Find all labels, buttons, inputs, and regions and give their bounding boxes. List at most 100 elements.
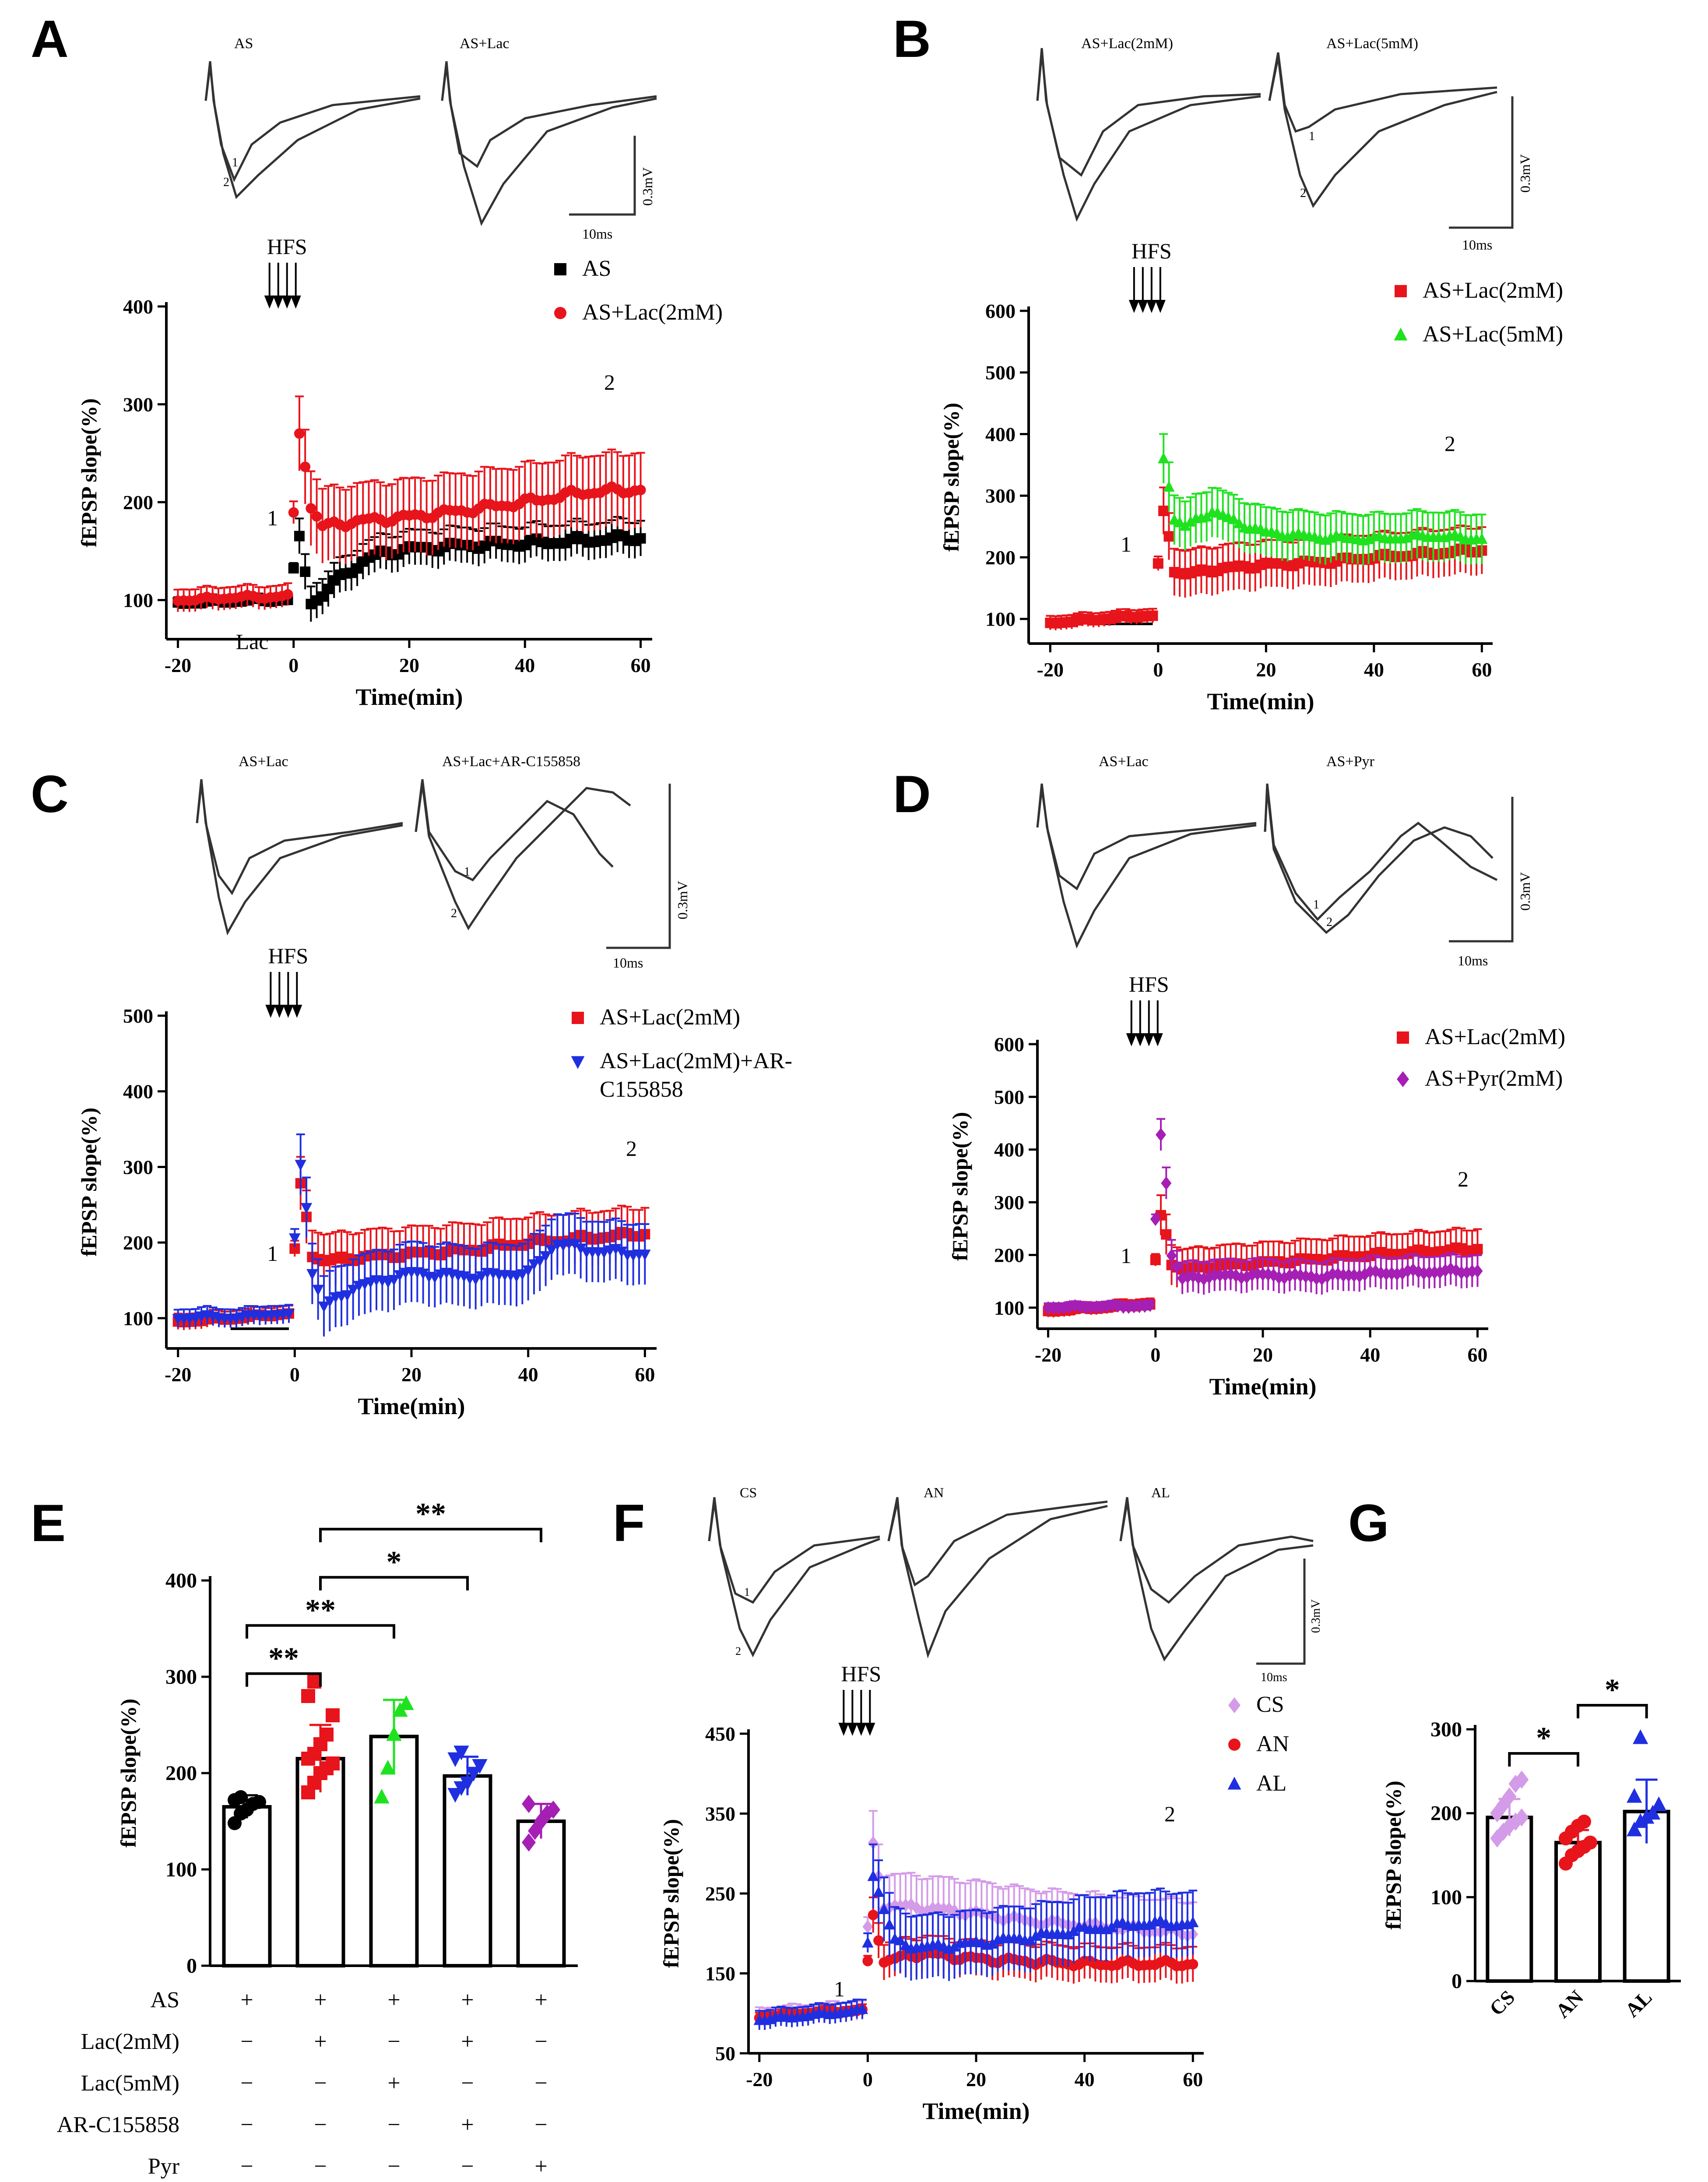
marker-2-a: 2 bbox=[604, 370, 615, 394]
bar-point-e-1-9 bbox=[326, 1708, 340, 1722]
scale-time-b: 10ms bbox=[1462, 237, 1492, 253]
y-axis-label-f: fEPSP slope(%) bbox=[659, 1819, 683, 1968]
legend-marker-f-0 bbox=[1228, 1697, 1241, 1714]
point-f-2-2 bbox=[872, 1886, 885, 1897]
hfs-label-d: HFS bbox=[1129, 972, 1169, 996]
point-b-1-1 bbox=[1157, 452, 1170, 464]
y-tick-label-d-2: 300 bbox=[994, 1191, 1024, 1214]
trace-f-1b bbox=[708, 1501, 880, 1658]
bar-point-g-0-4 bbox=[1515, 1808, 1529, 1827]
legend-label-d-0: AS+Lac(2mM) bbox=[1425, 1024, 1565, 1049]
y-tick-label-e-4: 400 bbox=[165, 1569, 197, 1592]
panel-letter-b: B bbox=[893, 10, 931, 68]
trace-mark-c-1: 1 bbox=[464, 865, 470, 879]
y-tick-label-b-3: 400 bbox=[985, 423, 1016, 445]
bar-point-g-1-4 bbox=[1583, 1835, 1597, 1850]
point-a-1-2 bbox=[300, 461, 311, 472]
y-axis-label-e: fEPSP slope(%) bbox=[116, 1699, 141, 1848]
x-tick-label-d-1: 0 bbox=[1150, 1344, 1160, 1366]
legend-label-f-2: AL bbox=[1256, 1771, 1286, 1796]
scale-voltage-f: 0.3mV bbox=[1309, 1599, 1323, 1633]
condition-cell-e-0-2: + bbox=[387, 1988, 400, 2013]
hfs-arrow-head-b-3 bbox=[1155, 300, 1166, 313]
point-a-0-0 bbox=[288, 563, 299, 574]
point-d-1-1 bbox=[1156, 1128, 1167, 1142]
point-f-0-9 bbox=[911, 1900, 922, 1915]
trace-f-3b bbox=[1119, 1501, 1314, 1662]
bar-point-e-2-4 bbox=[398, 1695, 414, 1710]
marker-1-c: 1 bbox=[267, 1241, 278, 1266]
bar-e-0 bbox=[222, 1805, 272, 1967]
y-tick-label-c-4: 500 bbox=[123, 1005, 153, 1027]
hfs-arrow-head-f-0 bbox=[838, 1723, 849, 1736]
legend-label-c-1: AS+Lac(2mM)+AR- bbox=[600, 1049, 792, 1073]
point-f-2-38 bbox=[1068, 1925, 1080, 1936]
bar-point-g-0-3 bbox=[1508, 1812, 1523, 1831]
trace-a-left-2 bbox=[204, 65, 421, 199]
point-d-1-20 bbox=[1258, 1267, 1268, 1281]
point-f-2-45 bbox=[1106, 1921, 1118, 1932]
trace-f-2a bbox=[887, 1497, 1108, 1587]
trace-mark-b-2: 2 bbox=[1300, 187, 1306, 200]
bar-point-g-0-9 bbox=[1515, 1770, 1529, 1789]
trace-label-c-1: AS+Lac bbox=[239, 753, 288, 770]
point-c-1-31 bbox=[470, 1274, 481, 1286]
trace-mark-d-1: 1 bbox=[1313, 898, 1319, 912]
sig-label-e-0: ** bbox=[268, 1642, 299, 1675]
bar-point-e-0-4 bbox=[252, 1795, 266, 1809]
x-tick-label-a-3: 40 bbox=[515, 654, 535, 676]
traces-a: AS AS+Lac 1 2 0.3mV 10ms bbox=[204, 35, 657, 242]
legend-marker-b-1 bbox=[1394, 327, 1408, 341]
point-b-1-14 bbox=[1228, 513, 1240, 524]
point-a-1-1 bbox=[294, 428, 305, 439]
condition-cell-e-4-1: − bbox=[314, 2154, 327, 2179]
legend-label-f-1: AN bbox=[1256, 1732, 1289, 1756]
trace-mark-b-1: 1 bbox=[1309, 130, 1315, 143]
trace-c-left-1 bbox=[196, 779, 403, 895]
point-d-0-60 bbox=[1472, 1244, 1483, 1255]
point-b-1-2 bbox=[1163, 480, 1175, 492]
y-tick-label-d-0: 100 bbox=[994, 1297, 1024, 1319]
x-tick-label-d-2: 20 bbox=[1253, 1344, 1273, 1366]
trace-label-f-3: AL bbox=[1151, 1485, 1170, 1500]
x-tick-label-c-0: -20 bbox=[165, 1363, 191, 1386]
point-c-1-56 bbox=[615, 1246, 628, 1258]
point-d-1-3 bbox=[1166, 1249, 1177, 1263]
trace-b-right-1 bbox=[1268, 52, 1497, 133]
point-d-1-0 bbox=[1150, 1212, 1161, 1226]
y-tick-label-b-1: 200 bbox=[985, 546, 1016, 569]
hfs-arrow-head-b-2 bbox=[1146, 300, 1157, 313]
bar-point-e-0-6 bbox=[234, 1790, 248, 1804]
trace-d-left-1 bbox=[1036, 783, 1257, 890]
x-tick-label-f-3: 40 bbox=[1075, 2068, 1095, 2090]
point-f-2-30 bbox=[1024, 1934, 1037, 1945]
condition-cell-e-4-2: − bbox=[387, 2154, 400, 2179]
condition-cell-e-4-0: − bbox=[240, 2154, 253, 2179]
condition-cell-e-3-3: + bbox=[461, 2112, 474, 2137]
y-tick-label-a-0: 100 bbox=[123, 589, 153, 612]
point-c-1-41 bbox=[528, 1259, 540, 1270]
chart-d: 100 200 300 400 500 600 -20 0 20 40 60 Time(min) fEP… bbox=[948, 972, 1565, 1400]
point-b-1-6 bbox=[1184, 515, 1196, 527]
hfs-arrow-head-a-0 bbox=[264, 296, 275, 309]
point-c-1-5 bbox=[318, 1301, 330, 1313]
point-b-1-15 bbox=[1233, 517, 1245, 528]
x-axis-label-a: Time(min) bbox=[356, 684, 463, 710]
legend-label-b-0: AS+Lac(2mM) bbox=[1423, 278, 1563, 303]
series-d-1 bbox=[1043, 1118, 1483, 1315]
condition-cell-e-0-0: + bbox=[240, 1988, 253, 2013]
x-tick-label-c-3: 40 bbox=[518, 1363, 538, 1386]
y-tick-label-d-1: 200 bbox=[994, 1244, 1024, 1266]
bar-point-e-4-0 bbox=[522, 1833, 536, 1852]
legend-marker-c-1 bbox=[571, 1056, 585, 1069]
trace-c-right-1 bbox=[415, 779, 614, 882]
x-tick-label-b-1: 0 bbox=[1153, 658, 1163, 681]
x-tick-label-b-4: 60 bbox=[1472, 658, 1492, 681]
point-b-0--1 bbox=[1147, 610, 1158, 621]
bar-point-g-2-2 bbox=[1639, 1809, 1655, 1824]
trace-label-f-2: AN bbox=[924, 1485, 944, 1500]
x-tick-label-b-0: -20 bbox=[1037, 658, 1064, 681]
point-f-0-11 bbox=[922, 1904, 933, 1918]
traces-f: CS AN AL 1 2 0.3mV 10ms bbox=[708, 1485, 1323, 1684]
